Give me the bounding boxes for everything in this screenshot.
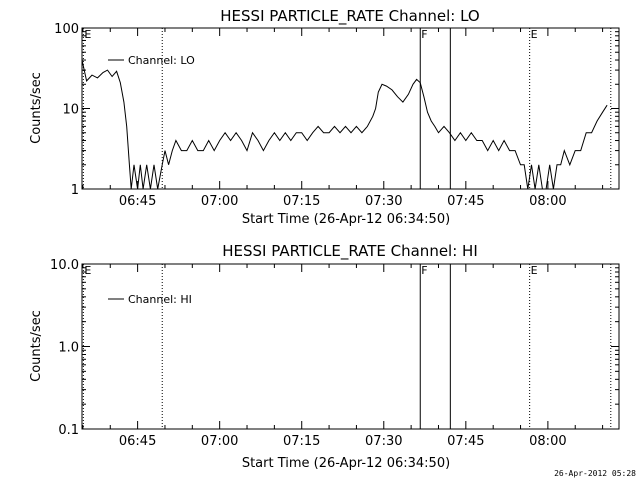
hi-y-axis-ticks: 0.1 1.0 10.0 — [50, 258, 619, 438]
hi-x-axis-ticks: 06:45 07:00 07:15 07:30 07:45 08:00 — [82, 264, 604, 449]
lo-event-marker-label: E — [84, 28, 91, 41]
lo-y-axis-ticks: 1 10 100 — [54, 22, 619, 198]
hi-x-tick-label: 08:00 — [529, 434, 566, 449]
hi-x-axis-label: Start Time (26-Apr-12 06:34:50) — [242, 456, 450, 471]
lo-x-tick-label: 07:30 — [365, 194, 402, 209]
hi-legend-label: Channel: HI — [128, 293, 192, 306]
lo-x-tick-label: 06:45 — [119, 194, 156, 209]
hi-y-tick-label: 1.0 — [58, 341, 79, 356]
lo-x-tick-label: 07:45 — [447, 194, 484, 209]
hi-x-tick-label: 06:45 — [119, 434, 156, 449]
lo-legend-label: Channel: LO — [128, 54, 195, 67]
lo-x-tick-label: 08:00 — [529, 194, 566, 209]
lo-y-tick-label: 1 — [71, 183, 79, 198]
lo-y-tick-label: 100 — [54, 22, 79, 37]
hi-x-tick-label: 07:00 — [201, 434, 238, 449]
lo-x-tick-label: 07:00 — [201, 194, 238, 209]
hi-x-tick-label: 07:15 — [283, 434, 320, 449]
lo-y-axis-label: Counts/sec — [29, 72, 44, 144]
lo-chart-title: HESSI PARTICLE_RATE Channel: LO — [220, 7, 479, 26]
hi-y-tick-label: 0.1 — [58, 423, 79, 438]
hi-chart-title: HESSI PARTICLE_RATE Channel: HI — [222, 242, 478, 261]
lo-series-line — [81, 59, 608, 190]
lo-x-axis-label: Start Time (26-Apr-12 06:34:50) — [242, 212, 450, 227]
hi-x-tick-label: 07:45 — [447, 434, 484, 449]
hi-x-tick-label: 07:30 — [365, 434, 402, 449]
lo-event-marker-label: E — [531, 28, 538, 41]
hi-event-marker-label: E — [531, 264, 538, 277]
hi-chart-panel: HESSI PARTICLE_RATE Channel: HI E F E 0.1 1… — [29, 242, 620, 471]
lo-x-tick-label: 07:15 — [283, 194, 320, 209]
lo-y-tick-label: 10 — [62, 103, 79, 118]
lo-x-axis-ticks: 06:45 07:00 07:15 07:30 07:45 08:00 — [82, 28, 604, 209]
lo-event-marker-label: F — [421, 28, 427, 41]
hi-y-tick-label: 10.0 — [50, 258, 79, 273]
hi-y-axis-label: Counts/sec — [29, 310, 44, 382]
hi-event-marker-label: E — [84, 264, 91, 277]
footer-timestamp: 26-Apr-2012 05:28 — [554, 469, 636, 478]
hi-event-marker-label: F — [421, 264, 427, 277]
